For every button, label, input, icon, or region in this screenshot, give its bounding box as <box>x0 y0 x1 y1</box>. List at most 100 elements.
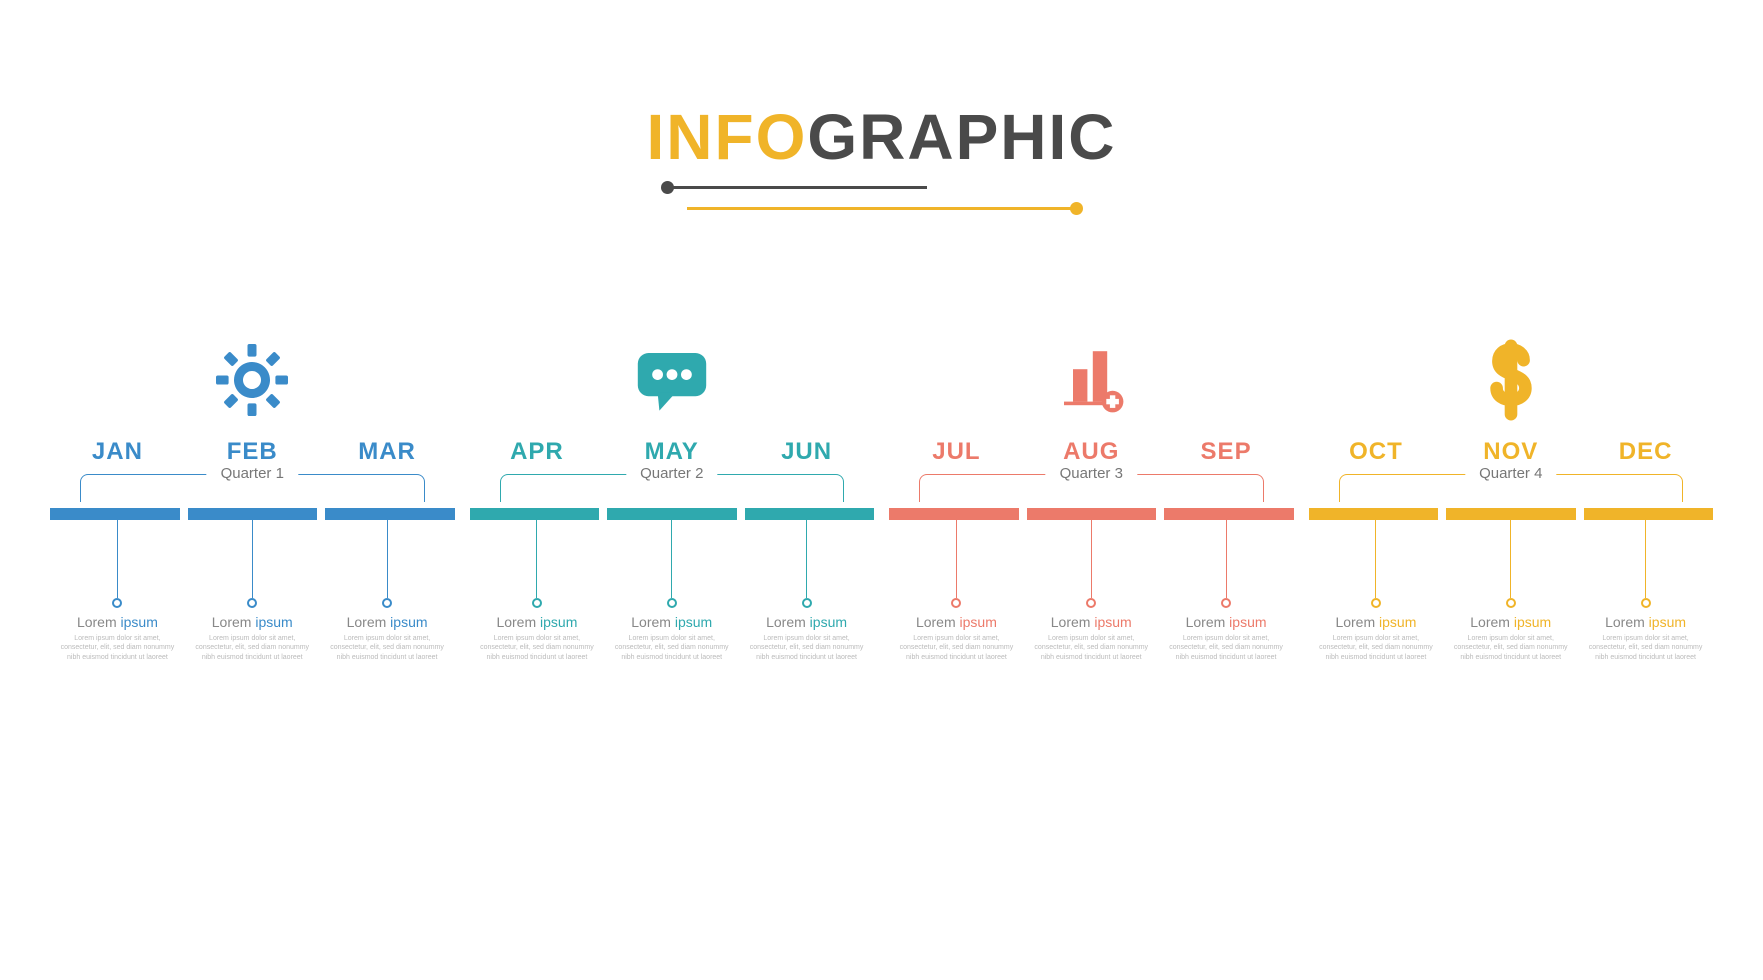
title-underline-bottom <box>687 207 1077 210</box>
month-bar <box>1164 508 1294 520</box>
month-drop: Lorem ipsum Lorem ipsum dolor sit amet, c… <box>889 520 1024 662</box>
drop-dot <box>1371 598 1381 608</box>
drop-dot <box>1641 598 1651 608</box>
bars-row <box>50 508 455 520</box>
subtitle-colored: ipsum <box>121 614 158 630</box>
drop-line <box>956 520 957 598</box>
drop-line <box>1645 520 1646 598</box>
drop-dot <box>667 598 677 608</box>
subtitle-colored: ipsum <box>1229 614 1266 630</box>
month-drop: Lorem ipsum Lorem ipsum dolor sit amet, c… <box>739 520 874 662</box>
month-bar <box>1446 508 1576 520</box>
drops-row: Lorem ipsumLorem ipsum dolor sit amet, c… <box>50 520 455 662</box>
subtitle-colored: ipsum <box>675 614 712 630</box>
drop-body-text: Lorem ipsum dolor sit amet, consectetur,… <box>889 634 1024 662</box>
title-underline-top <box>667 186 927 189</box>
bars-row <box>470 508 875 520</box>
month-bar <box>1027 508 1157 520</box>
month-drop: Lorem ipsumLorem ipsum dolor sit amet, c… <box>470 520 605 662</box>
drop-subtitle: Lorem ipsum <box>470 614 605 630</box>
page-title-block: INFOGRAPHIC <box>647 100 1117 210</box>
drops-row: Lorem ipsumLorem ipsum dolor sit amet, c… <box>1309 520 1714 662</box>
quarter-3: JULAUGSEPQuarter 3Lorem ipsumLorem ipsum… <box>889 330 1294 662</box>
quarter-bracket: Quarter 1 <box>80 474 425 502</box>
subtitle-grey: Lorem <box>1051 614 1091 630</box>
drop-subtitle: Lorem ipsum <box>1578 614 1713 630</box>
drop-subtitle: Lorem ipsum <box>1159 614 1294 630</box>
month-label: DEC <box>1578 438 1713 466</box>
month-bar <box>470 508 600 520</box>
month-drop: Lorem ipsumLorem ipsum dolor sit amet, c… <box>1443 520 1578 662</box>
drop-line <box>252 520 253 598</box>
subtitle-grey: Lorem <box>916 614 956 630</box>
month-label: NOV <box>1443 438 1578 466</box>
months-row: OCTNOVDEC <box>1309 438 1714 466</box>
month-label: APR <box>470 438 605 466</box>
quarter-1: JANFEBMARQuarter 1Lorem ipsumLorem ipsum… <box>50 330 455 662</box>
month-drop: Lorem ipsumLorem ipsum dolor sit amet, c… <box>1159 520 1294 662</box>
month-drop: Lorem ipsumLorem ipsum dolor sit amet, c… <box>1309 520 1444 662</box>
month-label: JAN <box>50 438 185 466</box>
quarter-2: APRMAYJUNQuarter 2Lorem ipsumLorem ipsum… <box>470 330 875 662</box>
drop-body-text: Lorem ipsum dolor sit amet, consectetur,… <box>320 634 455 662</box>
drop-dot <box>951 598 961 608</box>
drops-row: Lorem ipsum Lorem ipsum dolor sit amet, c… <box>470 520 875 662</box>
quarter-bracket: Quarter 4 <box>1339 474 1684 502</box>
month-drop: Lorem ipsum Lorem ipsum dolor sit amet, c… <box>320 520 455 662</box>
drops-row: Lorem ipsumLorem ipsum dolor sit amet, c… <box>889 520 1294 662</box>
drop-line <box>387 520 388 598</box>
subtitle-grey: Lorem <box>1470 614 1510 630</box>
month-label: AUG <box>1024 438 1159 466</box>
drop-body-text: Lorem ipsum dolor sit amet, consectetur,… <box>50 634 185 662</box>
drop-subtitle: Lorem ipsum <box>1443 614 1578 630</box>
month-drop: Lorem ipsumLorem ipsum dolor sit amet, c… <box>1024 520 1159 662</box>
drop-subtitle: Lorem ipsum <box>50 614 185 630</box>
subtitle-colored: ipsum <box>255 614 292 630</box>
drop-dot <box>802 598 812 608</box>
drop-dot <box>532 598 542 608</box>
drop-body-text: Lorem ipsum dolor sit amet, consectetur,… <box>1578 634 1713 662</box>
month-drop: Lorem ipsum Lorem ipsum dolor sit amet, c… <box>50 520 185 662</box>
drop-line <box>536 520 537 598</box>
subtitle-grey: Lorem <box>631 614 671 630</box>
month-bar <box>325 508 455 520</box>
drop-subtitle: Lorem ipsum <box>889 614 1024 630</box>
drop-line <box>671 520 672 598</box>
drop-body-text: Lorem ipsum dolor sit amet, consectetur,… <box>739 634 874 662</box>
subtitle-grey: Lorem <box>212 614 252 630</box>
months-row: APRMAYJUN <box>470 438 875 466</box>
drop-subtitle: Lorem ipsum <box>739 614 874 630</box>
month-bar <box>745 508 875 520</box>
subtitle-grey: Lorem <box>1605 614 1645 630</box>
drop-body-text: Lorem ipsum dolor sit amet, consectetur,… <box>1309 634 1444 662</box>
timeline: JANFEBMARQuarter 1Lorem ipsumLorem ipsum… <box>50 330 1713 662</box>
bars-row <box>1309 508 1714 520</box>
month-bar <box>607 508 737 520</box>
drop-line <box>806 520 807 598</box>
quarter-bracket: Quarter 3 <box>919 474 1264 502</box>
drop-subtitle: Lorem ipsum <box>1024 614 1159 630</box>
dollar-icon <box>1309 330 1714 430</box>
month-bar <box>188 508 318 520</box>
months-row: JANFEBMAR <box>50 438 455 466</box>
month-drop: Lorem ipsum Lorem ipsum dolor sit amet, c… <box>185 520 320 662</box>
drop-line <box>1375 520 1376 598</box>
months-row: JULAUGSEP <box>889 438 1294 466</box>
quarter-label: Quarter 2 <box>626 465 717 482</box>
drop-subtitle: Lorem ipsum <box>320 614 455 630</box>
subtitle-colored: ipsum <box>960 614 997 630</box>
title-part-1: INFO <box>647 101 808 173</box>
quarter-4: OCTNOVDECQuarter 4Lorem ipsumLorem ipsum… <box>1309 330 1714 662</box>
subtitle-grey: Lorem <box>77 614 117 630</box>
quarter-label: Quarter 4 <box>1465 465 1556 482</box>
drop-subtitle: Lorem ipsum <box>185 614 320 630</box>
drop-line <box>1510 520 1511 598</box>
month-label: SEP <box>1159 438 1294 466</box>
month-drop: Lorem ipsum Lorem ipsum dolor sit amet, c… <box>1578 520 1713 662</box>
subtitle-colored: ipsum <box>810 614 847 630</box>
drop-body-text: Lorem ipsum dolor sit amet, consectetur,… <box>185 634 320 662</box>
month-label: OCT <box>1309 438 1444 466</box>
month-bar <box>1309 508 1439 520</box>
quarter-label: Quarter 1 <box>207 465 298 482</box>
subtitle-colored: ipsum <box>390 614 427 630</box>
